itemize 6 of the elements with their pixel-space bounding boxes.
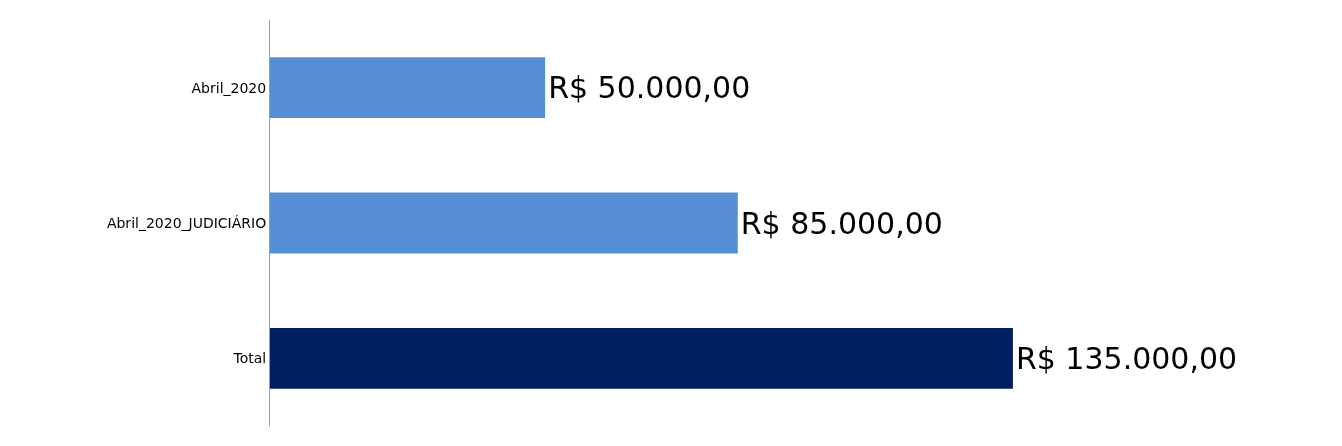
data-label: R$ 50.000,00 bbox=[548, 70, 751, 106]
y-tick-label: Abril_2020 bbox=[191, 79, 267, 96]
data-label: R$ 135.000,00 bbox=[1015, 340, 1238, 376]
y-tick-label: Total bbox=[232, 350, 267, 367]
y-tick-label: Abril_2020_JUDICIÁRIO bbox=[106, 214, 267, 231]
data-label: R$ 85.000,00 bbox=[740, 205, 943, 241]
